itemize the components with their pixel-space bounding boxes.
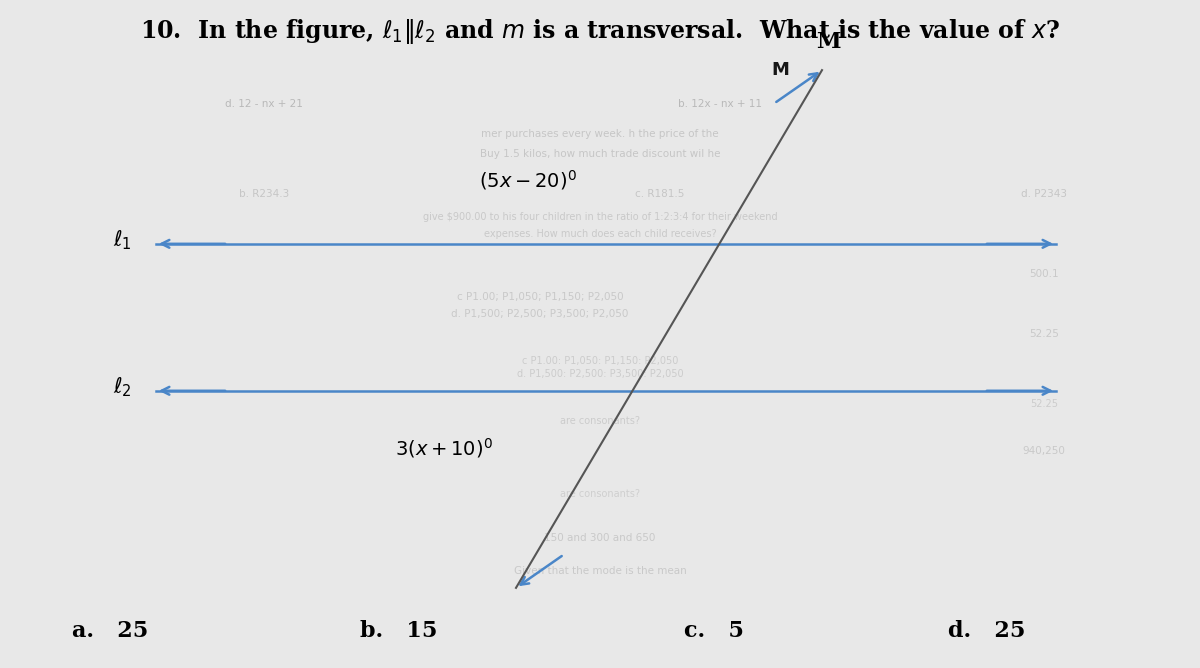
Text: d.   25: d. 25 [948, 621, 1025, 642]
Text: are consonants?: are consonants? [560, 490, 640, 499]
Text: d. 12 - nx + 21: d. 12 - nx + 21 [226, 99, 302, 108]
Text: 500.1: 500.1 [1030, 269, 1058, 279]
Text: d. P1,500: P2,500: P3,500: P2,050: d. P1,500: P2,500: P3,500: P2,050 [517, 369, 683, 379]
Text: 940,250: 940,250 [1022, 446, 1066, 456]
Text: M: M [816, 31, 840, 53]
Text: mer purchases every week. h the price of the: mer purchases every week. h the price of… [481, 129, 719, 138]
Text: 52.25: 52.25 [1030, 329, 1058, 339]
Text: expenses. How much does each child receives?: expenses. How much does each child recei… [484, 229, 716, 238]
Text: c P1.00: P1,050: P1,150: P2,050: c P1.00: P1,050: P1,150: P2,050 [522, 356, 678, 365]
Text: $\ell_1$: $\ell_1$ [113, 228, 132, 253]
Text: M: M [772, 61, 788, 79]
Text: 10.  In the figure, $\ell_1 \| \ell_2$ and $m$ is a transversal.  What is the va: 10. In the figure, $\ell_1 \| \ell_2$ an… [139, 17, 1061, 45]
Text: are consonants?: are consonants? [560, 416, 640, 426]
Text: 150 and 300 and 650: 150 and 300 and 650 [545, 533, 655, 542]
Text: b. R234.3: b. R234.3 [239, 189, 289, 198]
Text: Buy 1.5 kilos, how much trade discount wil he: Buy 1.5 kilos, how much trade discount w… [480, 149, 720, 158]
Text: c P1.00; P1,050; P1,150; P2,050: c P1.00; P1,050; P1,150; P2,050 [457, 293, 623, 302]
Text: give $900.00 to his four children in the ratio of 1:2:3:4 for their weekend: give $900.00 to his four children in the… [422, 212, 778, 222]
Text: $3(x + 10)^0$: $3(x + 10)^0$ [395, 436, 493, 460]
Text: $(5x - 20)^0$: $(5x - 20)^0$ [479, 168, 577, 192]
Text: 52.25: 52.25 [1030, 399, 1058, 409]
Text: Given that the mode is the mean: Given that the mode is the mean [514, 566, 686, 576]
Text: b.   15: b. 15 [360, 621, 437, 642]
Text: a.   25: a. 25 [72, 621, 149, 642]
Text: c. R181.5: c. R181.5 [635, 189, 685, 198]
Text: d. P1,500; P2,500; P3,500; P2,050: d. P1,500; P2,500; P3,500; P2,050 [451, 309, 629, 319]
Text: b. 12x - nx + 11: b. 12x - nx + 11 [678, 99, 762, 108]
Text: $\ell_2$: $\ell_2$ [113, 375, 132, 399]
Text: d. P2343: d. P2343 [1021, 189, 1067, 198]
Text: c.   5: c. 5 [684, 621, 744, 642]
